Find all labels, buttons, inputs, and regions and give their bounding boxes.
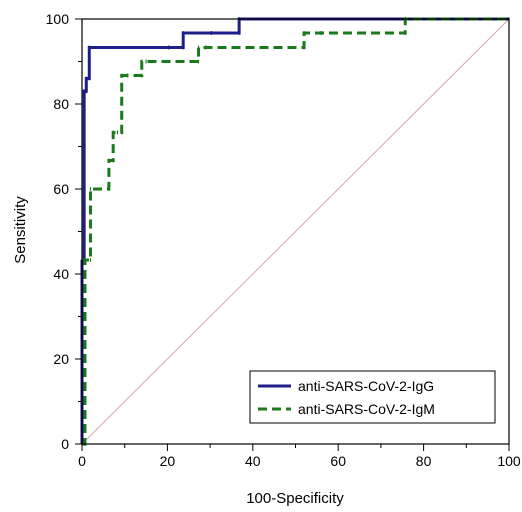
y-tick-label: 100 [46, 11, 70, 27]
y-axis-title: Sensitivity [12, 196, 29, 264]
x-tick-label: 20 [160, 453, 176, 469]
y-tick-label: 0 [61, 436, 69, 452]
y-tick-labels: 0 20 40 60 80 100 [46, 11, 70, 452]
y-tick-label: 40 [53, 266, 69, 282]
legend-label-igg: anti-SARS-CoV-2-IgG [298, 378, 434, 394]
legend: anti-SARS-CoV-2-IgG anti-SARS-CoV-2-IgM [249, 370, 496, 424]
y-tick-label: 80 [53, 96, 69, 112]
x-tick-label: 0 [78, 453, 86, 469]
y-tick-label: 20 [53, 351, 69, 367]
x-tick-label: 100 [497, 453, 521, 469]
x-axis-title: 100-Specificity [246, 490, 344, 507]
x-tick-label: 80 [416, 453, 432, 469]
series-markers-1 [81, 17, 510, 446]
reference-diagonal [81, 18, 510, 445]
x-tick-label: 40 [245, 453, 261, 469]
series-layer [80, 17, 510, 446]
x-tick-label: 60 [330, 453, 346, 469]
x-tick-labels: 0 20 40 60 80 100 [78, 453, 521, 469]
axes [75, 18, 510, 451]
legend-box [249, 370, 496, 424]
legend-label-igm: anti-SARS-CoV-2-IgM [298, 401, 435, 417]
y-tick-label: 60 [53, 181, 69, 197]
